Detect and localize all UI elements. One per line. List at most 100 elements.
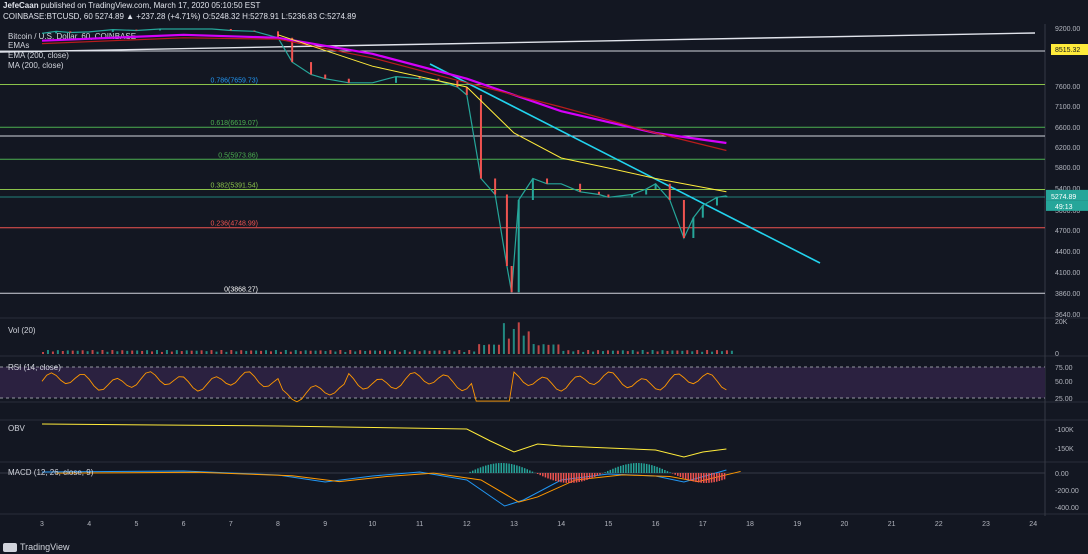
footer-brand: TradingView — [20, 542, 70, 552]
volume-bar — [354, 351, 357, 354]
time-tick-label: 15 — [605, 521, 613, 528]
volume-bar — [111, 350, 114, 354]
volume-bar — [428, 350, 431, 354]
volume-bar — [720, 351, 723, 354]
volume-bar — [636, 351, 639, 354]
volume-bar — [101, 350, 104, 354]
volume-bar — [527, 331, 530, 354]
fib-level-label: 0.786(7659.73) — [211, 78, 258, 85]
macd-histogram-bar — [492, 463, 495, 473]
volume-bar — [51, 351, 54, 354]
volume-bar — [374, 350, 377, 354]
vol-tick-label: 0 — [1055, 351, 1059, 358]
volume-bar — [324, 351, 327, 354]
macd-histogram-bar — [708, 473, 710, 483]
volume-bar — [592, 351, 595, 354]
volume-bar — [255, 350, 258, 354]
tradingview-logo-icon — [3, 542, 17, 552]
volume-bar — [329, 350, 332, 354]
obv-label[interactable]: OBV — [8, 424, 25, 433]
volume-bar — [155, 350, 158, 354]
price-tick-label: 4100.00 — [1055, 270, 1080, 277]
volume-bar — [473, 351, 476, 354]
macd-histogram-bar — [497, 463, 500, 473]
time-tick-label: 13 — [510, 521, 518, 528]
price-tick-label: 6600.00 — [1055, 125, 1080, 132]
volume-bar — [488, 344, 491, 354]
time-tick-label: 23 — [982, 521, 990, 528]
price-tick-label: 5400.00 — [1055, 186, 1080, 193]
volume-bar — [136, 350, 139, 354]
price-tick-label: 4700.00 — [1055, 228, 1080, 235]
price-tick-label: 5000.00 — [1055, 208, 1080, 215]
volume-bar — [616, 350, 619, 354]
volume-bar — [304, 350, 307, 354]
volume-bar — [309, 350, 312, 354]
volume-bar — [463, 351, 466, 354]
price-tick-label: 5800.00 — [1055, 165, 1080, 172]
macd-histogram-bar — [552, 473, 554, 481]
rsi-line — [41, 371, 727, 403]
volume-bar — [141, 350, 144, 354]
legend-symbol[interactable]: Bitcoin / U.S. Dollar, 60, COINBASE — [8, 32, 137, 41]
volume-bar — [220, 350, 223, 354]
long-trendline — [0, 32, 1036, 53]
volume-bar — [696, 350, 699, 354]
volume-bar — [284, 350, 287, 354]
fib-level-label: 0.5(5973.86) — [218, 152, 258, 159]
macd-histogram-bar — [529, 470, 531, 473]
volume-bar — [151, 351, 154, 354]
time-tick-label: 17 — [699, 521, 707, 528]
volume-bar — [542, 344, 545, 354]
time-tick-label: 12 — [463, 521, 471, 528]
volume-bar — [453, 351, 456, 354]
volume-bar — [423, 350, 426, 354]
tradingview-footer: TradingView — [3, 542, 70, 552]
macd-histogram-bar — [583, 473, 586, 481]
legend-ma[interactable]: MA (200, close) — [8, 61, 64, 70]
volume-bar — [686, 350, 689, 354]
vol-label[interactable]: Vol (20) — [8, 326, 36, 335]
volume-bar — [497, 344, 500, 354]
volume-bar — [418, 351, 421, 354]
time-tick-label: 9 — [323, 521, 327, 528]
rsi-tick-label: 75.00 — [1055, 365, 1073, 372]
macd-histogram-bar — [479, 467, 482, 473]
macd-label[interactable]: MACD (12, 26, close, 9) — [8, 468, 94, 477]
fib-level-label: 0.382(5391.54) — [211, 182, 258, 189]
volume-bar — [468, 350, 471, 354]
countdown-label: 49:13 — [1055, 204, 1073, 211]
macd-histogram-bar — [477, 468, 479, 473]
macd-histogram-bar — [671, 473, 674, 474]
macd-histogram-bar — [669, 472, 671, 473]
volume-bar — [403, 350, 406, 354]
macd-histogram-bar — [513, 464, 516, 473]
macd-histogram-bar — [542, 473, 544, 477]
volume-bar — [121, 350, 124, 354]
macd-histogram-bar — [526, 469, 529, 473]
price-tick-label: 7600.00 — [1055, 84, 1080, 91]
time-tick-label: 10 — [369, 521, 377, 528]
legend-ema[interactable]: EMA (200, close) — [8, 51, 69, 60]
volume-bar — [393, 350, 396, 354]
macd-histogram-bar — [555, 473, 557, 482]
macd-histogram-bar — [651, 465, 653, 473]
volume-bar — [195, 350, 198, 354]
author-name[interactable]: JefeCaan — [3, 1, 39, 10]
macd-tick-label: 0.00 — [1055, 471, 1069, 478]
price-tick-label: 6200.00 — [1055, 145, 1080, 152]
rsi-label[interactable]: RSI (14, close) — [8, 363, 61, 372]
publish-info: published on TradingView.com, March 17, … — [38, 1, 261, 10]
volume-bar — [279, 351, 282, 354]
time-tick-label: 22 — [935, 521, 943, 528]
volume-bar — [175, 350, 178, 354]
macd-histogram-bar — [630, 463, 632, 473]
macd-histogram-bar — [640, 463, 643, 473]
volume-bar — [577, 350, 580, 354]
price-tick-label: 3640.00 — [1055, 312, 1080, 319]
macd-histogram-bar — [679, 473, 682, 478]
macd-histogram-bar — [716, 473, 718, 482]
volume-bar — [398, 351, 401, 354]
legend-emas[interactable]: EMAs — [8, 41, 30, 50]
